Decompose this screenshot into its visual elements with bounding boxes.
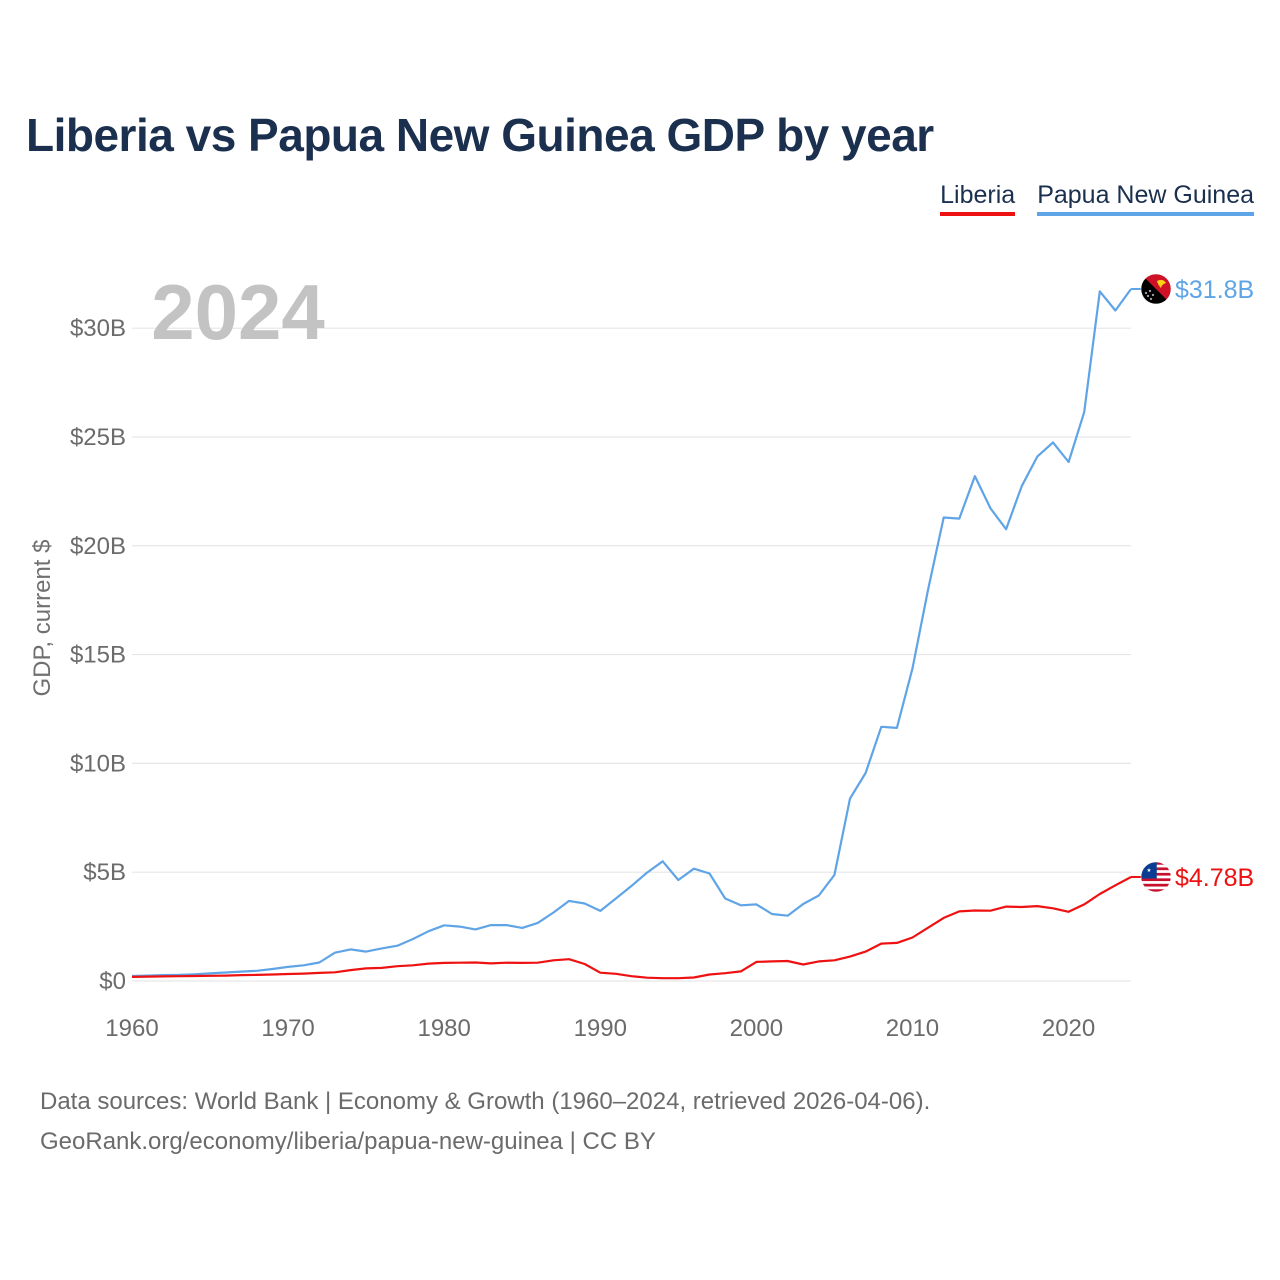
y-tick-label: $25B: [70, 424, 126, 451]
series-line-liberia: [131, 876, 1132, 980]
line-chart: $0 $5B $10B $15B $20B $25B $30B 1960 1970 1980 199…: [29, 268, 1254, 1042]
legend: Liberia Papua New Guinea: [940, 180, 1254, 216]
liberia-flag-icon: [1140, 861, 1172, 893]
endpoint-value-label: $31.8B: [1175, 276, 1254, 304]
footer: Data sources: World Bank | Economy & Gro…: [40, 1082, 930, 1162]
x-tick-label: 1970: [261, 1015, 314, 1042]
series-line-papua-new-guinea: [131, 288, 1132, 978]
endpoint-value-label: $4.78B: [1175, 864, 1254, 892]
grid-layer: $0 $5B $10B $15B $20B $25B $30B 1960 1970 1980 199…: [70, 315, 1131, 1042]
y-tick-label: $30B: [70, 315, 126, 342]
endpoint-layer: $31.8B $4.78B: [1131, 273, 1254, 893]
x-tick-label: 1990: [574, 1015, 627, 1042]
y-tick-label: $0: [99, 968, 126, 995]
x-tick-label: 1960: [105, 1015, 158, 1042]
x-tick-label: 2020: [1042, 1015, 1095, 1042]
year-watermark: 2024: [151, 268, 325, 356]
page-title: Liberia vs Papua New Guinea GDP by year: [26, 109, 934, 161]
footer-source: Data sources: World Bank | Economy & Gro…: [40, 1088, 931, 1115]
y-tick-label: $10B: [70, 750, 126, 777]
y-tick-label: $5B: [83, 859, 126, 886]
legend-item-liberia[interactable]: Liberia: [940, 180, 1016, 216]
footer-link: GeoRank.org/economy/liberia/papua-new-gu…: [40, 1128, 656, 1155]
y-tick-label: $20B: [70, 533, 126, 560]
y-axis-title: GDP, current $: [29, 540, 56, 697]
papua-new-guinea-flag-icon: [1140, 273, 1172, 305]
series-layer: [131, 288, 1132, 980]
x-tick-label: 2000: [730, 1015, 783, 1042]
legend-item-papua-new-guinea[interactable]: Papua New Guinea: [1037, 180, 1254, 216]
x-tick-label: 2010: [886, 1015, 939, 1042]
y-tick-label: $15B: [70, 642, 126, 669]
x-tick-label: 1980: [417, 1015, 470, 1042]
